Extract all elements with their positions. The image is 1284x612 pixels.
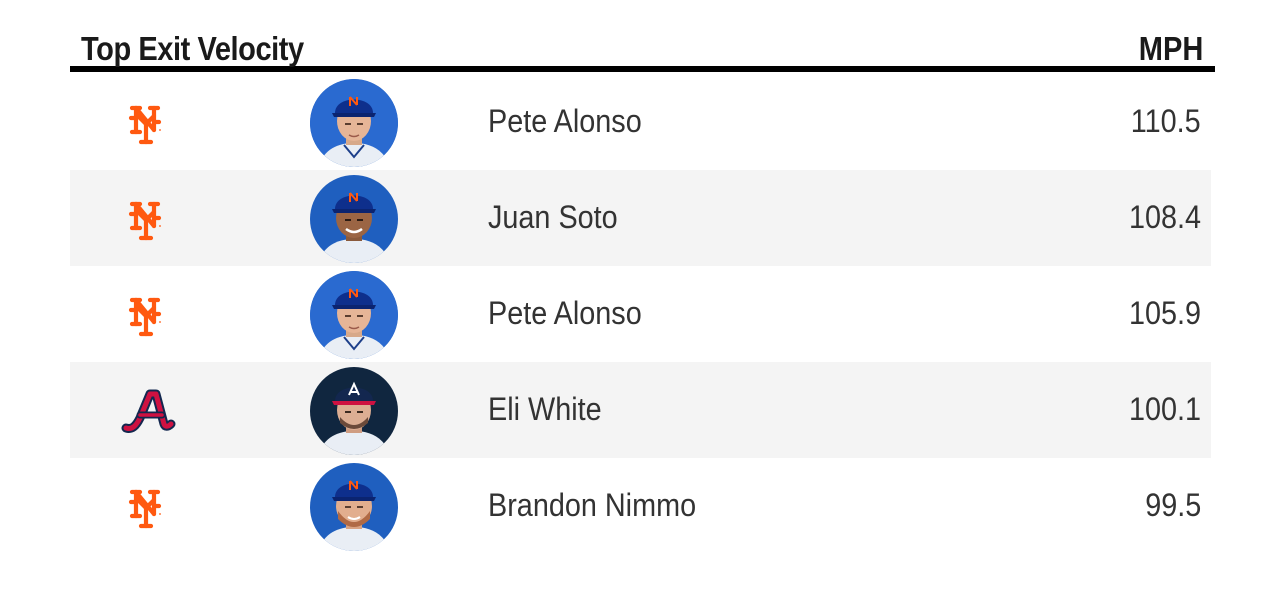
leaderboard-row[interactable]: Pete Alonso 110.5 — [70, 74, 1211, 170]
leaderboard-row[interactable]: Juan Soto 108.4 — [70, 170, 1211, 266]
leaderboard-title: Top Exit Velocity — [81, 30, 304, 67]
player-headshot — [310, 367, 398, 455]
player-headshot — [310, 271, 398, 359]
exit-velocity-value: 99.5 — [1144, 487, 1201, 523]
unit-label: MPH — [1138, 30, 1203, 67]
mets-logo-icon — [118, 482, 178, 532]
leaderboard-row[interactable]: Eli White 100.1 — [70, 362, 1211, 458]
player-name[interactable]: Pete Alonso — [488, 103, 642, 139]
player-headshot — [310, 175, 398, 263]
exit-velocity-value: 100.1 — [1128, 391, 1201, 427]
mets-logo-icon — [118, 98, 178, 148]
leaderboard-row[interactable]: Pete Alonso 105.9 — [70, 266, 1211, 362]
player-name[interactable]: Brandon Nimmo — [488, 487, 697, 523]
player-headshot — [310, 79, 398, 167]
player-name[interactable]: Juan Soto — [488, 199, 618, 235]
leaderboard-rows: Pete Alonso 110.5 Juan Soto 108.4 Pete A… — [70, 74, 1215, 554]
player-name[interactable]: Pete Alonso — [488, 295, 642, 331]
player-headshot — [310, 463, 398, 551]
mets-logo-icon — [118, 290, 178, 340]
mets-logo-icon — [118, 194, 178, 244]
exit-velocity-value: 110.5 — [1131, 103, 1201, 139]
leaderboard-header: Top Exit Velocity MPH — [70, 28, 1215, 72]
leaderboard-row[interactable]: Brandon Nimmo 99.5 — [70, 458, 1211, 554]
braves-logo-icon — [118, 386, 178, 436]
exit-velocity-value: 105.9 — [1128, 295, 1201, 331]
exit-velocity-value: 108.4 — [1128, 199, 1201, 235]
player-name[interactable]: Eli White — [488, 391, 602, 427]
exit-velocity-leaderboard: Top Exit Velocity MPH Pete Alonso 110.5 … — [70, 28, 1215, 554]
